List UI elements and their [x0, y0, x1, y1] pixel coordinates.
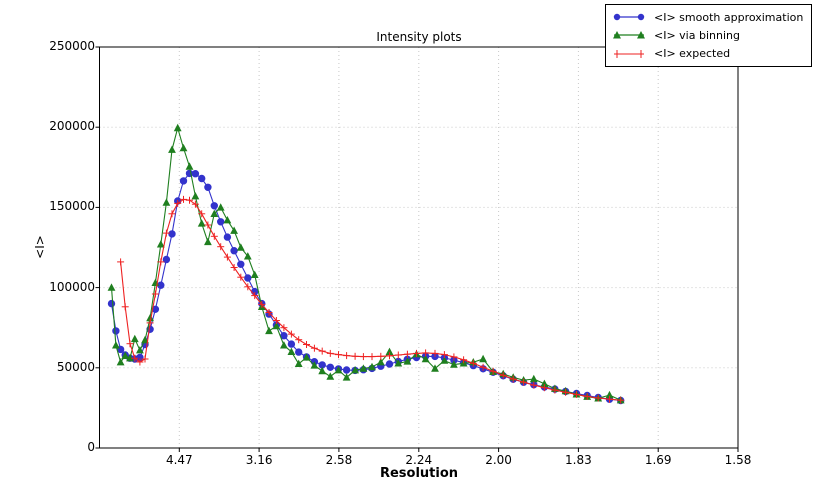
y-tick-label: 50000: [56, 359, 95, 374]
x-tick-label: 1.83: [565, 453, 592, 467]
circle-marker-icon: [613, 13, 645, 21]
legend-item-via-binning: <I> via binning: [612, 26, 807, 44]
x-tick-label: 2.58: [325, 453, 353, 467]
x-axis-label: Resolution: [379, 466, 459, 481]
legend-item-smooth-approximation: <I> smooth approximation: [612, 8, 807, 26]
x-tick-label: 3.16: [245, 453, 273, 467]
legend-label: <I> smooth approximation: [654, 10, 804, 24]
legend-item-expected: <I> expected: [612, 45, 807, 63]
y-tick-label: 250000: [49, 39, 95, 53]
y-tick-label: 150000: [49, 199, 95, 214]
x-tick-label: 2.00: [485, 453, 512, 467]
chart-title: Intensity plots: [376, 30, 462, 44]
x-tick-label: 1.69: [644, 453, 672, 467]
legend-label: <I> expected: [654, 47, 731, 61]
x-tick-label: 1.58: [724, 453, 752, 467]
y-tick-label: 200000: [49, 119, 95, 134]
legend: <I> smooth approximation <I> via binning…: [605, 4, 812, 67]
x-tick-label: 4.47: [165, 453, 193, 467]
x-tick-label: 2.24: [405, 453, 433, 467]
legend-label: <I> via binning: [654, 28, 740, 42]
y-tick-label: 100000: [49, 279, 95, 294]
triangle-marker-icon: [613, 31, 645, 39]
plus-marker-icon: [614, 49, 644, 58]
y-axis-label: <I>: [33, 235, 47, 259]
y-tick-label: 0: [87, 440, 95, 454]
